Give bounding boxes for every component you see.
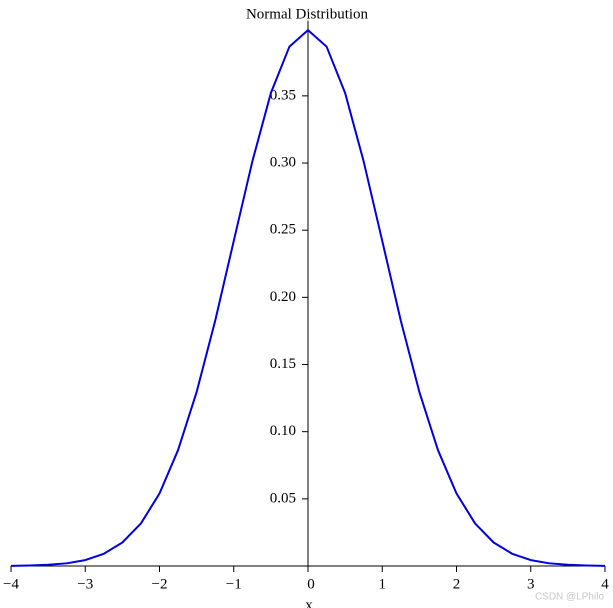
y-tick-label: 0.30 [270, 154, 296, 170]
x-tick-label: 4 [601, 576, 609, 592]
x-tick-label: −3 [77, 576, 93, 592]
x-tick-label: −1 [226, 576, 242, 592]
y-tick-label: 0.35 [270, 87, 296, 103]
x-tick-label: 2 [453, 576, 461, 592]
y-tick-label: 0.20 [270, 289, 296, 305]
x-tick-label: 1 [379, 576, 387, 592]
y-tick-label: 0.05 [270, 490, 296, 506]
line-series [10, 29, 606, 567]
x-tick-label: −4 [3, 576, 19, 592]
x-tick-label: 3 [527, 576, 535, 592]
watermark: CSDN @LPhilo [535, 592, 605, 603]
chart-title: Normal Distribution [246, 6, 369, 22]
x-axis-label: x [305, 597, 313, 608]
y-tick-label: 0.25 [270, 222, 296, 238]
y-tick-label: 0.10 [270, 423, 296, 439]
x-tick-label: 0 [307, 576, 315, 592]
x-tick-label: −2 [152, 576, 168, 592]
y-tick-label: 0.15 [270, 356, 296, 372]
